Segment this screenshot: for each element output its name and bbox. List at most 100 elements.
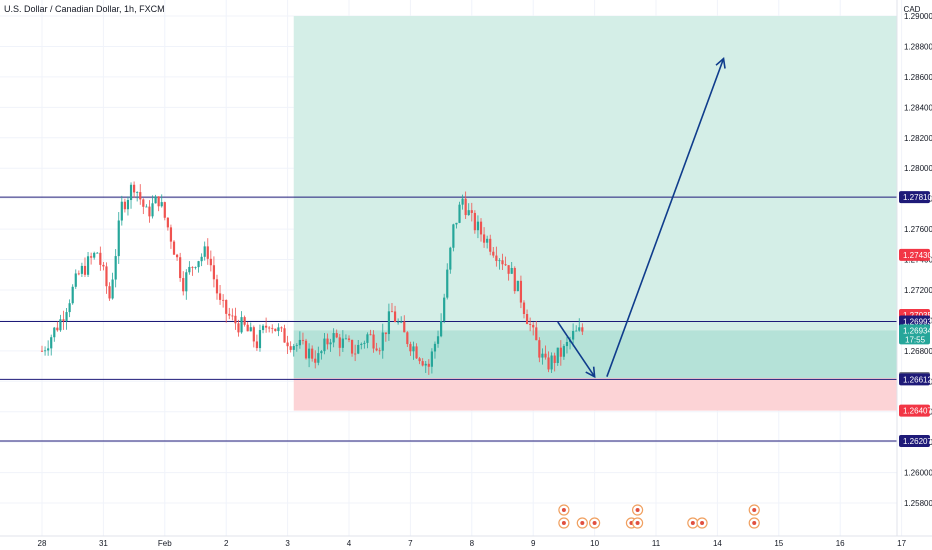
candle-body: [179, 257, 182, 279]
candle-body: [200, 256, 203, 262]
candle-body: [510, 267, 513, 274]
candle-body: [129, 184, 133, 201]
candle-body: [90, 256, 93, 258]
time-tick-label: 7: [408, 539, 413, 548]
candle-body: [326, 338, 329, 345]
candle-body: [418, 358, 421, 362]
candle-body: [406, 332, 409, 345]
projection-down-arrowhead[interactable]: [585, 366, 596, 379]
projection-arrow[interactable]: [557, 57, 726, 379]
candle-body: [274, 328, 277, 332]
candle-body: [513, 267, 516, 292]
time-tick-label: 14: [713, 539, 722, 548]
candle-body: [83, 265, 87, 275]
candle-body: [142, 199, 145, 207]
candle-body: [427, 363, 430, 367]
candle-body: [479, 221, 483, 235]
candle-body: [126, 200, 130, 210]
candle-body: [424, 363, 427, 366]
candle-body: [335, 333, 338, 338]
candle-body: [581, 327, 584, 332]
candle-body: [172, 241, 176, 255]
candle-body: [191, 266, 194, 268]
horizontal-levels[interactable]: [0, 196, 897, 442]
price-tag-label: 1.26207: [903, 437, 932, 446]
price-tags: 1.278101.274301.270351.269931.266211.266…: [899, 191, 932, 448]
candle-body: [65, 312, 68, 321]
candle-body: [504, 264, 507, 266]
price-tag: [899, 435, 930, 448]
candle-body: [381, 332, 384, 351]
time-tick-label: 8: [470, 539, 475, 548]
candle-body: [206, 246, 209, 259]
economic-events[interactable]: [558, 504, 760, 529]
candle-body: [249, 327, 252, 332]
candle-body: [535, 327, 538, 341]
candle-body: [261, 325, 265, 331]
candle-body: [464, 198, 467, 216]
candle-body: [455, 222, 458, 225]
price-tag: [899, 191, 930, 204]
price-tick-label: 1.26800: [904, 347, 932, 356]
candle-body: [329, 342, 332, 345]
candle-body: [311, 348, 314, 359]
projection-up-arrowhead[interactable]: [715, 57, 726, 69]
time-tick-label: 2: [224, 539, 229, 548]
candle-body: [218, 293, 222, 300]
candle-body: [547, 357, 550, 370]
candle-body: [197, 261, 200, 268]
candle-body: [68, 303, 71, 313]
candle-body: [492, 251, 495, 256]
candle-body: [160, 202, 163, 207]
candle-body: [384, 332, 387, 335]
candle-body: [553, 355, 556, 363]
price-tag-label: 1.27430: [903, 251, 932, 260]
candle-body: [572, 331, 575, 340]
candle-body: [185, 272, 188, 292]
time-tick-label: 16: [836, 539, 845, 548]
candle-body: [277, 327, 280, 332]
candle-body: [344, 338, 348, 340]
candle-body: [357, 344, 360, 354]
candle-body: [360, 343, 363, 345]
projection-down-leg[interactable]: [557, 321, 596, 378]
candle-body: [225, 300, 228, 314]
candle-body: [482, 234, 486, 243]
candle-body: [136, 192, 139, 193]
candle-body: [243, 317, 246, 325]
price-tag: [899, 248, 930, 261]
candle-body: [175, 254, 179, 258]
time-tick-label: 28: [38, 539, 47, 548]
candle-body: [332, 333, 335, 343]
event-flag-dot: [561, 508, 566, 512]
candle-body: [350, 339, 354, 354]
candle-body: [102, 264, 105, 267]
candle-body: [372, 334, 375, 349]
time-tick-label: 15: [774, 539, 783, 548]
candle-body: [375, 348, 378, 351]
candle-body: [166, 217, 169, 228]
price-axis[interactable]: 1.258001.260001.262001.264001.266001.268…: [896, 0, 932, 536]
event-flag-dot: [561, 521, 566, 525]
candle-body: [271, 327, 274, 329]
open-profit-zone: [293, 330, 897, 379]
time-tick-label: 9: [531, 539, 536, 548]
event-flag-dot: [635, 508, 640, 512]
candle-body: [258, 330, 262, 349]
price-tag: [899, 373, 930, 386]
candle-body: [289, 346, 292, 350]
candle-body: [452, 224, 455, 248]
candle-body: [476, 221, 480, 231]
price-tick-label: 1.29000: [904, 12, 932, 21]
time-tick-label: 4: [347, 539, 352, 548]
candle-body: [77, 273, 80, 275]
candle-body: [341, 338, 344, 348]
projection-up-leg[interactable]: [606, 58, 725, 377]
time-tick-label: 10: [590, 539, 599, 548]
candle-body: [532, 324, 535, 328]
time-axis[interactable]: 28 31 Feb 2 3 4 7 8 9 10 11 14 15 16 17: [0, 535, 932, 548]
price-tick-label: 1.27200: [904, 286, 932, 295]
candle-body: [369, 334, 372, 336]
candle-body: [412, 346, 415, 352]
candle-body: [575, 330, 578, 332]
